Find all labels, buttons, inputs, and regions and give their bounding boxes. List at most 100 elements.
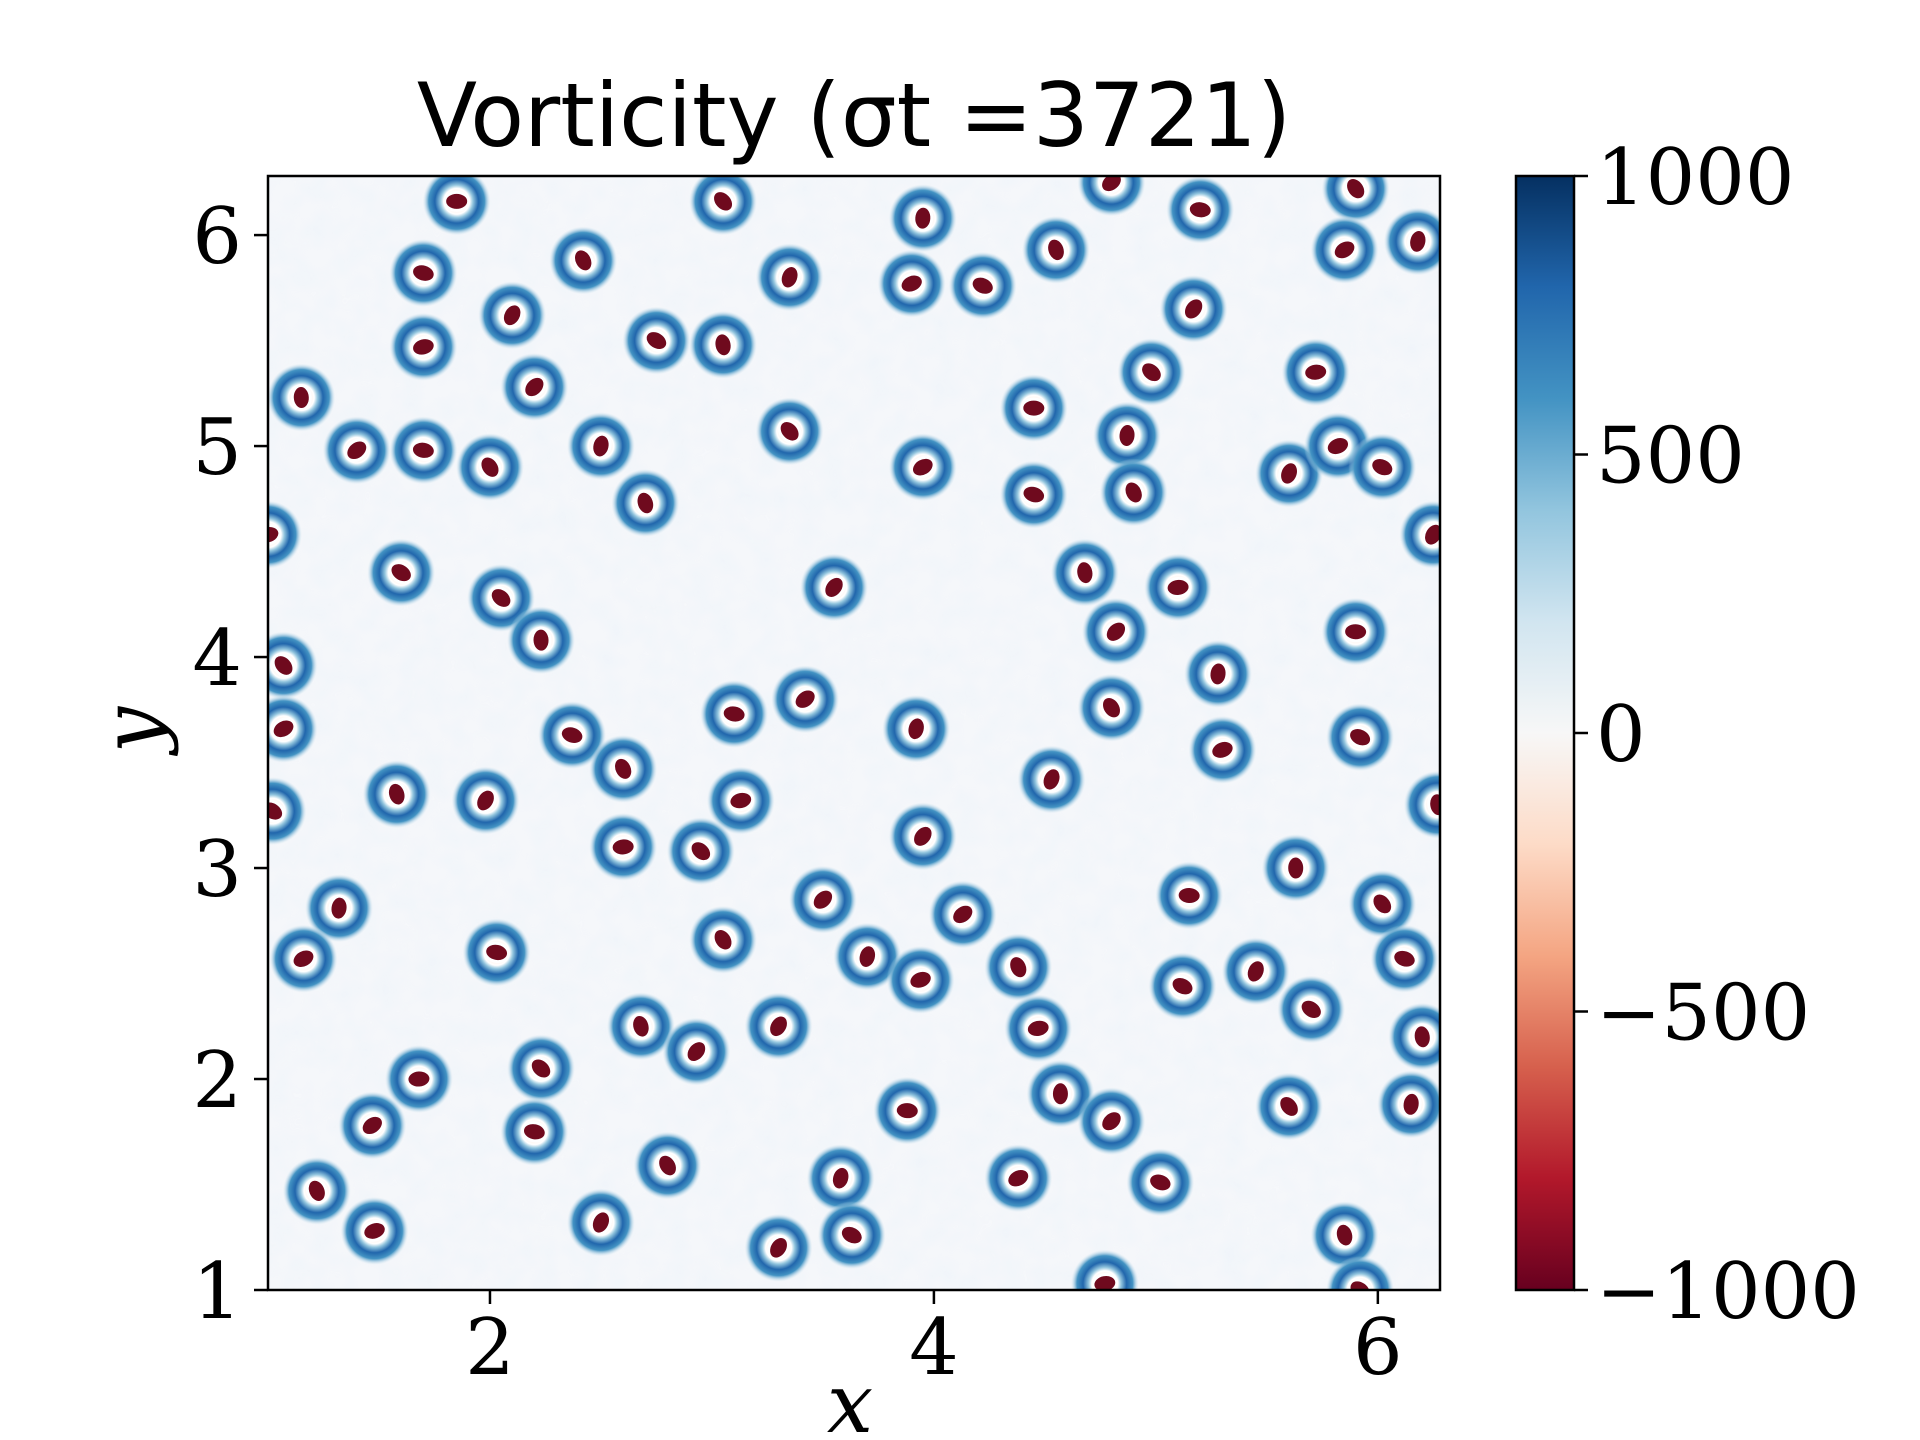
vortex [1377,1070,1440,1139]
vortex-core [589,1209,613,1236]
vortex [666,817,735,886]
vortex [689,176,758,236]
vortex-core [711,189,736,214]
vortex-core [612,755,635,782]
vortex [1021,215,1090,284]
vortex [282,1156,351,1225]
vortex [700,680,769,749]
vortex-core [1175,884,1203,906]
chart-title: Vorticity (σt =3721) [417,64,1291,167]
vortex-core [1122,479,1145,506]
colorbar-fill [1516,176,1574,1290]
y-tick-label: 1 [192,1247,242,1337]
vortex-core [1344,176,1368,202]
vortex-core [270,717,297,741]
vortex-core [829,1164,852,1192]
vortex [877,249,946,318]
vortex [689,310,758,379]
vortex-core [1285,854,1307,882]
vortex [888,802,957,871]
vortex [888,184,957,253]
vortex [422,176,491,236]
vortex-core [1186,199,1214,221]
vortex-core [1181,296,1206,322]
x-tick-label: 6 [1353,1303,1403,1393]
plot-area [266,174,1442,1292]
vortex-core [1331,238,1358,262]
vortex-core [410,262,437,284]
vortex-core [1411,1023,1433,1051]
vortex-core [1139,360,1164,385]
vortex-core [1370,891,1395,917]
vortex-core [634,489,657,517]
vortex-core [1100,694,1123,721]
vortex [467,563,536,632]
vortex-core [1020,483,1048,506]
vortex-core [909,455,936,479]
y-axis-label: y [85,705,180,757]
vortex-halo [1399,500,1440,569]
plot-frame [266,174,1442,1292]
vortex-core [1040,766,1063,793]
vortex [566,412,635,481]
x-axis: 2 4 6 [465,1290,1403,1393]
vortex [1281,338,1350,407]
vortex-core [572,247,595,274]
vortex [549,226,618,295]
vortex-core [1045,236,1067,264]
vortex [1326,1256,1395,1290]
vortex [1399,500,1440,569]
vortex [662,1017,731,1086]
vortex-core [893,1100,921,1122]
vortex-core [410,336,437,358]
vortex-core [268,799,286,823]
vortex-core [522,374,547,400]
vortex [322,416,391,485]
vortex [1255,1072,1324,1141]
vortex [1184,639,1253,708]
colorbar-tick-label: 0 [1596,690,1646,780]
vortex [1050,538,1119,607]
vortex [928,880,997,949]
vortex [1188,715,1257,784]
vortex-layer [268,176,1440,1290]
vortex [755,243,824,312]
vortex-core [1005,1166,1032,1190]
vortex-halo [1077,176,1146,217]
vortex-core [1244,958,1267,985]
vortex [788,865,857,934]
vortex-core [483,941,511,964]
vortex-core [344,438,370,463]
vortex [268,500,302,569]
vortex-halo [268,777,307,846]
vortex-core [305,1177,328,1204]
vortex [1348,433,1417,502]
vortex-core [474,787,497,814]
vortex-core [792,687,818,711]
vortex-core [385,780,408,808]
vortex-halo [1403,770,1440,839]
y-tick-label: 4 [192,614,242,704]
vortex [1388,1002,1440,1071]
vortex [755,397,824,466]
vortex-core [630,1012,652,1040]
vortex [1370,924,1439,993]
x-tick-label: 4 [909,1303,959,1393]
vortex-halo [1070,1249,1139,1290]
vortex-core [590,432,612,460]
vortex-core [328,894,350,922]
vortex [1144,553,1213,622]
vortex [984,1144,1053,1213]
vortex [984,933,1053,1002]
vortex-core [1277,1094,1301,1119]
vortex-core [1342,621,1370,643]
vortex [538,701,607,770]
vortex [500,1097,569,1166]
vortex-core [643,329,670,353]
vortex [999,374,1068,443]
vortex-core [711,927,735,953]
vortex-core [1116,422,1138,449]
vortex-core [1333,1221,1356,1249]
vortex [1117,338,1186,407]
vortex-core [1024,1017,1052,1040]
